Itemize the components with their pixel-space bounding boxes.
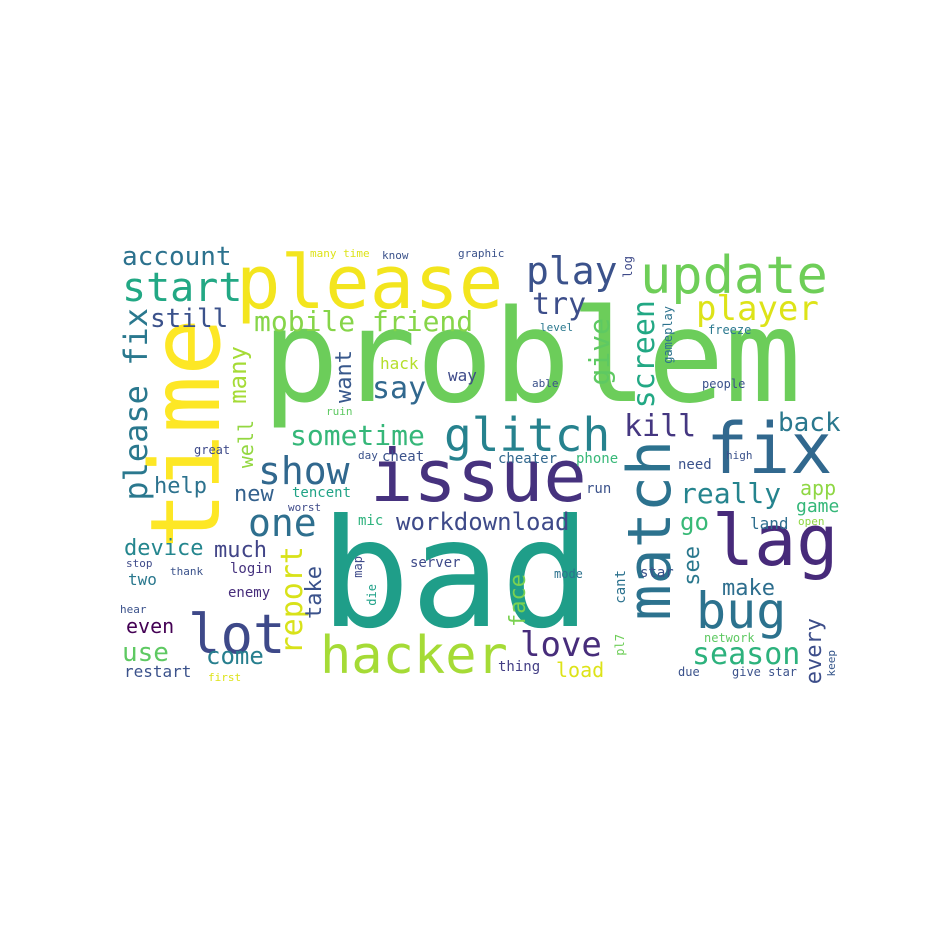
word: glitch [444, 408, 611, 462]
word: bug [696, 582, 787, 640]
word: lag [712, 500, 839, 582]
word: worst [288, 501, 322, 514]
word: game [796, 496, 840, 517]
word: great [194, 443, 231, 457]
word: much [214, 538, 267, 563]
word: cheater [498, 451, 558, 467]
word: start [122, 265, 243, 311]
word: screen [627, 300, 662, 409]
word: app [800, 476, 837, 500]
word: thank [170, 565, 204, 578]
word: thing [498, 659, 541, 675]
word: cheat [382, 449, 425, 465]
word: even [126, 614, 175, 638]
word: two [128, 570, 157, 589]
word: know [382, 249, 409, 262]
word: star [640, 565, 674, 581]
word: show [258, 449, 350, 493]
word: give star [732, 665, 798, 679]
word: well [234, 420, 258, 469]
word: really [680, 477, 782, 510]
word: first [208, 671, 242, 684]
word: see [680, 546, 705, 586]
word: new [234, 482, 274, 507]
word: map [351, 556, 365, 578]
word: high [726, 449, 753, 462]
word: many time [310, 247, 370, 260]
word: sometime [290, 419, 425, 452]
word: help [154, 474, 207, 499]
word: server [410, 555, 461, 571]
word: hacker [320, 626, 508, 686]
word: fix [706, 408, 833, 490]
word: problem [262, 283, 802, 432]
word: give [583, 318, 616, 386]
word: tencent [292, 485, 352, 501]
word: network [704, 631, 755, 645]
word: play [526, 249, 618, 293]
word: hear [120, 603, 147, 616]
word: run [586, 481, 612, 497]
word: stop [126, 557, 153, 570]
word: go [680, 508, 709, 536]
word: load [556, 658, 605, 682]
word: one [248, 501, 317, 545]
word: come [206, 642, 264, 670]
word: due [678, 665, 700, 679]
word: able [532, 377, 559, 390]
word: cant [613, 570, 629, 604]
word: pl7 [613, 634, 627, 656]
word: open [798, 515, 825, 528]
word: day [358, 449, 378, 462]
word: still [150, 304, 229, 334]
word: please fix [117, 308, 155, 501]
word: mode [554, 567, 583, 581]
word: issue [370, 434, 587, 518]
word: enemy [228, 585, 271, 601]
word: make [722, 576, 775, 601]
word: lot [188, 603, 286, 666]
word: match [615, 440, 685, 621]
word: freeze [708, 323, 752, 337]
word: please [236, 240, 504, 326]
word: back [778, 408, 841, 438]
word: say [372, 371, 427, 406]
word: many [224, 346, 252, 404]
word: face [506, 574, 531, 627]
word: workdownload [396, 508, 570, 536]
word: mobile friend [254, 305, 474, 338]
word: bad [320, 488, 591, 662]
word: land [750, 514, 789, 533]
word: account [122, 242, 232, 272]
word: mic [358, 513, 384, 529]
word: phone [576, 451, 619, 467]
word: way [448, 366, 477, 385]
word: player [696, 289, 819, 329]
word: restart [124, 662, 192, 681]
word: ruin [326, 405, 353, 418]
word: hack [380, 354, 419, 373]
word: log [621, 256, 635, 278]
word: update [640, 246, 828, 306]
word: love [520, 625, 602, 665]
word: gameplay [661, 306, 675, 364]
word: want [332, 350, 357, 403]
word: use [122, 638, 169, 668]
word: try [532, 287, 587, 322]
word: need [678, 457, 712, 473]
word: graphic [458, 247, 505, 260]
word: device [124, 536, 204, 561]
word: every [802, 618, 827, 685]
word: keep [825, 650, 838, 677]
word: kill [624, 409, 697, 444]
word: login [230, 561, 273, 577]
word: season [692, 637, 801, 672]
word: die [365, 584, 379, 606]
word: take [302, 566, 327, 619]
word: level [540, 321, 574, 334]
word: people [702, 377, 746, 391]
